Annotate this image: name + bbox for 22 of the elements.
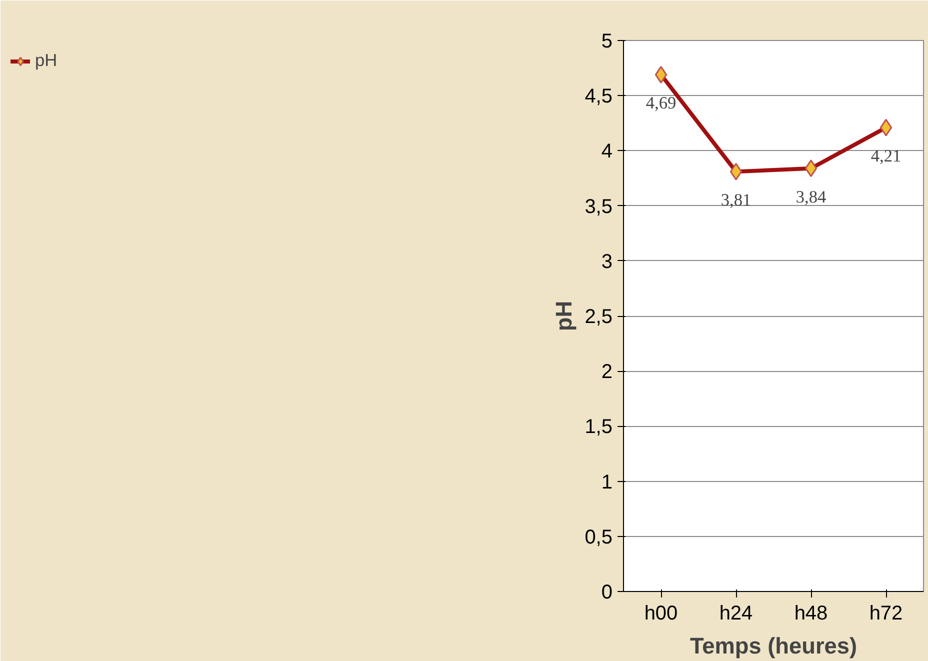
y-tick-label: 5 bbox=[601, 30, 612, 52]
y-tick-label: 1 bbox=[601, 471, 612, 494]
x-axis-title: Temps (heures) bbox=[690, 632, 858, 658]
x-tick-label: h24 bbox=[719, 602, 753, 624]
data-label: 3,81 bbox=[720, 190, 752, 210]
x-tick-label: h72 bbox=[869, 602, 903, 624]
data-label: 4,69 bbox=[646, 94, 676, 113]
y-tick-label: 4 bbox=[601, 140, 612, 163]
y-tick-label: 1,5 bbox=[584, 416, 613, 438]
y-axis-title: pH bbox=[550, 300, 577, 332]
y-tick-label: 4,5 bbox=[584, 86, 613, 108]
data-label: 4,21 bbox=[870, 146, 902, 166]
y-tick-label: 3 bbox=[601, 250, 612, 273]
y-tick-label: 0,5 bbox=[584, 526, 613, 548]
y-tick-label: 2 bbox=[601, 361, 612, 384]
y-tick-label: 0 bbox=[601, 582, 612, 604]
legend-label: pH bbox=[35, 50, 58, 71]
data-label: 3,84 bbox=[796, 187, 826, 206]
y-tick-label: 2,5 bbox=[584, 306, 613, 328]
x-tick-label: h48 bbox=[794, 602, 828, 624]
y-tick-label: 3,5 bbox=[584, 196, 613, 218]
x-tick-label: h00 bbox=[644, 602, 678, 624]
